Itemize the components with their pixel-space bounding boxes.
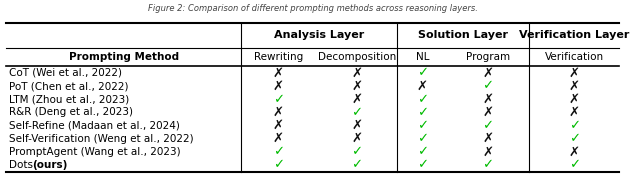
Text: ✗: ✗	[351, 119, 362, 132]
Text: ✓: ✓	[417, 106, 428, 119]
Text: LTM (Zhou et al., 2023): LTM (Zhou et al., 2023)	[10, 94, 130, 104]
Text: Dots: Dots	[10, 160, 36, 170]
Text: ✗: ✗	[351, 132, 362, 145]
Text: Decomposition: Decomposition	[317, 52, 396, 62]
Text: ✗: ✗	[273, 106, 284, 119]
Text: PoT (Chen et al., 2022): PoT (Chen et al., 2022)	[10, 81, 129, 91]
Text: R&R (Deng et al., 2023): R&R (Deng et al., 2023)	[10, 107, 133, 118]
Text: ✗: ✗	[273, 119, 284, 132]
Text: ✓: ✓	[568, 132, 580, 145]
Text: ✓: ✓	[273, 93, 284, 106]
Text: Rewriting: Rewriting	[254, 52, 303, 62]
Text: ✓: ✓	[483, 119, 493, 132]
Text: ✗: ✗	[483, 106, 493, 119]
Text: ✗: ✗	[351, 93, 362, 106]
Text: ✗: ✗	[273, 132, 284, 145]
Text: ✗: ✗	[273, 66, 284, 79]
Text: ✓: ✓	[417, 132, 428, 145]
Text: ✓: ✓	[568, 159, 580, 172]
Text: Program: Program	[466, 52, 510, 62]
Text: ✓: ✓	[351, 145, 362, 158]
Text: ✓: ✓	[417, 159, 428, 172]
Text: Figure 2: Comparison of different prompting methods across reasoning layers.: Figure 2: Comparison of different prompt…	[148, 4, 478, 13]
Text: ✓: ✓	[483, 159, 493, 172]
Text: ✗: ✗	[568, 80, 580, 93]
Text: ✓: ✓	[417, 93, 428, 106]
Text: Self-Verification (Weng et al., 2022): Self-Verification (Weng et al., 2022)	[10, 134, 194, 144]
Text: ✗: ✗	[568, 66, 580, 79]
Text: ✓: ✓	[351, 106, 362, 119]
Text: ✓: ✓	[273, 159, 284, 172]
Text: Analysis Layer: Analysis Layer	[274, 30, 364, 40]
Text: ✗: ✗	[483, 66, 493, 79]
Text: ✗: ✗	[273, 80, 284, 93]
Text: Self-Refine (Madaan et al., 2024): Self-Refine (Madaan et al., 2024)	[10, 121, 180, 131]
Text: ✗: ✗	[568, 145, 580, 158]
Text: ✗: ✗	[483, 93, 493, 106]
Text: ✓: ✓	[417, 66, 428, 79]
Text: ✓: ✓	[417, 145, 428, 158]
Text: CoT (Wei et al., 2022): CoT (Wei et al., 2022)	[10, 68, 122, 78]
Text: (ours): (ours)	[33, 160, 68, 170]
Text: ✗: ✗	[568, 106, 580, 119]
Text: ✓: ✓	[568, 119, 580, 132]
Text: ✗: ✗	[483, 132, 493, 145]
Text: ✓: ✓	[351, 159, 362, 172]
Text: Verification: Verification	[545, 52, 604, 62]
Text: ✗: ✗	[568, 93, 580, 106]
Text: Verification Layer: Verification Layer	[519, 30, 629, 40]
Text: Solution Layer: Solution Layer	[418, 30, 508, 40]
Text: ✗: ✗	[483, 145, 493, 158]
Text: ✓: ✓	[273, 145, 284, 158]
Text: ✗: ✗	[351, 66, 362, 79]
Text: ✓: ✓	[483, 80, 493, 93]
Text: ✓: ✓	[417, 119, 428, 132]
Text: PromptAgent (Wang et al., 2023): PromptAgent (Wang et al., 2023)	[10, 147, 181, 157]
Text: NL: NL	[415, 52, 429, 62]
Text: ✗: ✗	[417, 80, 428, 93]
Text: ✗: ✗	[351, 80, 362, 93]
Text: Prompting Method: Prompting Method	[68, 52, 179, 62]
